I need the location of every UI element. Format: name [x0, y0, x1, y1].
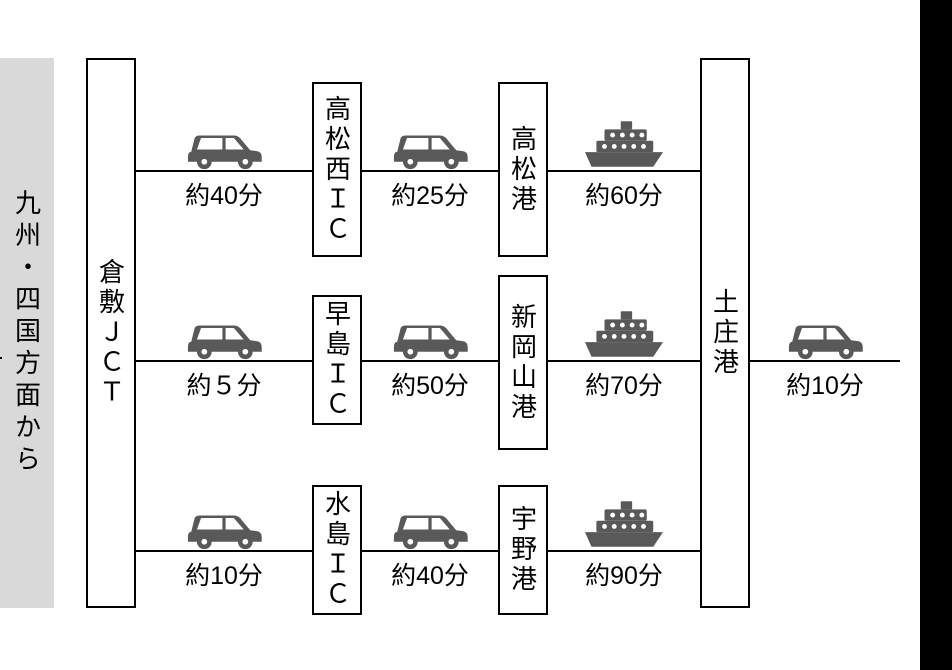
segment-line — [136, 170, 312, 172]
node-label: 土庄港 — [707, 288, 744, 378]
route-segment: 約40分 — [136, 112, 312, 212]
duration-label: 約50分 — [391, 366, 469, 402]
origin-connector-line — [0, 357, 2, 359]
route-segment: 約40分 — [362, 492, 498, 592]
duration-label: 約25分 — [391, 176, 469, 212]
car-icon-slot — [389, 302, 471, 360]
route-segment: 約50分 — [362, 302, 498, 402]
node-label: 宇野港 — [505, 505, 542, 595]
ship-icon-slot — [583, 492, 665, 550]
route-segment: 約５分 — [136, 302, 312, 402]
route-segment: 約70分 — [548, 302, 700, 402]
segment-line — [362, 360, 498, 362]
car-icon — [389, 314, 471, 360]
car-icon — [183, 124, 265, 170]
node-label: 水島ＩＣ — [319, 490, 356, 610]
duration-label: 約40分 — [391, 556, 469, 592]
car-icon — [784, 314, 866, 360]
segment-line — [548, 170, 700, 172]
duration-label: 約90分 — [585, 556, 663, 592]
segment-line — [548, 550, 700, 552]
segment-line — [362, 550, 498, 552]
origin-label: 九州・四国方面から — [9, 189, 46, 477]
segment-line — [362, 170, 498, 172]
route-segment: 約10分 — [750, 302, 900, 402]
ship-icon-slot — [583, 112, 665, 170]
node-takamatsu-port: 高松港 — [498, 82, 548, 257]
segment-line — [548, 360, 700, 362]
duration-label: 約５分 — [186, 366, 261, 402]
duration-label: 約70分 — [585, 366, 663, 402]
route-segment: 約90分 — [548, 492, 700, 592]
node-label: 早島ＩＣ — [319, 300, 356, 420]
duration-label: 約10分 — [786, 366, 864, 402]
route-diagram: 九州・四国方面から 倉敷ＪＣＴ 高松西ＩＣ 高松港 早島ＩＣ 新岡山港 水島ＩＣ… — [0, 0, 952, 670]
node-mizushima-ic: 水島ＩＣ — [312, 485, 362, 615]
node-label: 高松港 — [505, 125, 542, 215]
ship-icon — [583, 308, 665, 360]
segment-line — [750, 360, 900, 362]
car-icon-slot — [784, 302, 866, 360]
node-label: 新岡山港 — [505, 303, 542, 423]
node-label: 高松西ＩＣ — [319, 95, 356, 245]
car-icon-slot — [183, 492, 265, 550]
car-icon — [389, 504, 471, 550]
car-icon-slot — [389, 112, 471, 170]
segment-line — [136, 360, 312, 362]
node-kurashiki-jct: 倉敷ＪＣＴ — [86, 58, 136, 608]
node-shinokayama-port: 新岡山港 — [498, 275, 548, 450]
duration-label: 約60分 — [585, 176, 663, 212]
car-icon — [183, 314, 265, 360]
ship-icon — [583, 118, 665, 170]
car-icon — [183, 504, 265, 550]
node-uno-port: 宇野港 — [498, 485, 548, 615]
route-segment: 約10分 — [136, 492, 312, 592]
ship-icon-slot — [583, 302, 665, 360]
car-icon-slot — [389, 492, 471, 550]
origin-region: 九州・四国方面から — [0, 58, 54, 608]
ship-icon — [583, 498, 665, 550]
node-tonosho-port: 土庄港 — [700, 58, 750, 608]
car-icon-slot — [183, 112, 265, 170]
route-segment: 約25分 — [362, 112, 498, 212]
car-icon-slot — [183, 302, 265, 360]
segment-line — [136, 550, 312, 552]
node-label: 倉敷ＪＣＴ — [93, 258, 130, 408]
duration-label: 約10分 — [185, 556, 263, 592]
node-hayashima-ic: 早島ＩＣ — [312, 295, 362, 425]
duration-label: 約40分 — [185, 176, 263, 212]
right-black-bar — [920, 0, 952, 670]
route-segment: 約60分 — [548, 112, 700, 212]
node-takamatsu-nishi-ic: 高松西ＩＣ — [312, 82, 362, 257]
car-icon — [389, 124, 471, 170]
